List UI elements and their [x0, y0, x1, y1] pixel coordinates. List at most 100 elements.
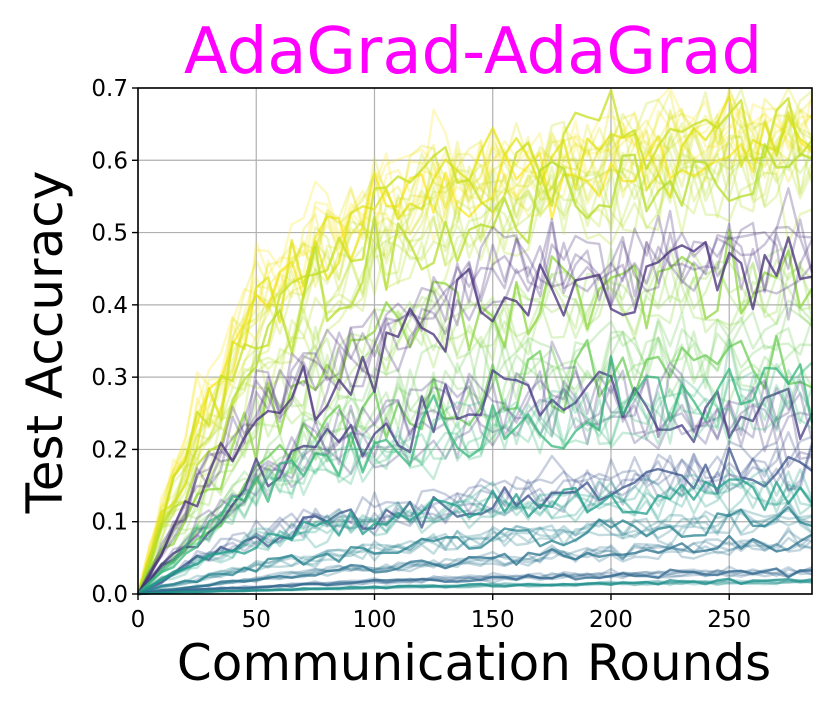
series-line: [136, 89, 813, 595]
series-line: [137, 478, 813, 596]
series-line: [137, 480, 813, 596]
series-line: [137, 299, 813, 595]
series-line: [137, 578, 813, 596]
series-line: [137, 467, 813, 595]
series-line: [137, 444, 814, 596]
series-line: [137, 567, 813, 596]
x-axis-ticks: 0 50 100 150 200 250: [131, 594, 751, 633]
series-line: [137, 480, 814, 595]
series-line: [137, 355, 814, 595]
series-line: [137, 372, 813, 595]
series-line: [137, 319, 813, 595]
series-line: [136, 108, 813, 595]
x-axis-label: Communication Rounds: [177, 634, 771, 692]
series-line: [136, 156, 814, 595]
series-line: [136, 209, 814, 595]
y-tick-label: 0.6: [91, 148, 128, 174]
y-tick-label: 0.2: [91, 437, 128, 463]
series-line: [137, 566, 813, 596]
plot-frame: [137, 87, 813, 595]
series-line: [137, 578, 813, 596]
series-line: [137, 579, 813, 596]
series-line: [137, 512, 813, 596]
series-line: [137, 361, 813, 595]
series-line: [137, 567, 813, 596]
series-line: [136, 244, 814, 595]
series-line: [137, 466, 814, 596]
series-line: [136, 236, 813, 595]
series-line: [137, 431, 813, 596]
series-line: [137, 538, 813, 596]
x-tick-label: 100: [353, 607, 397, 633]
series-line: [137, 369, 814, 595]
series-line: [136, 246, 814, 595]
series-line: [136, 110, 814, 595]
series-line: [136, 88, 813, 595]
series-line: [137, 385, 813, 595]
series-line: [136, 112, 813, 595]
series-line: [137, 526, 813, 596]
series-line: [137, 568, 813, 596]
series-line: [137, 435, 813, 596]
y-tick-label: 0.3: [91, 365, 128, 391]
x-tick-label: 150: [471, 607, 515, 633]
series-line: [137, 541, 813, 596]
series-line: [136, 94, 813, 595]
series-line: [137, 577, 813, 596]
series-line: [137, 481, 813, 596]
series-line: [137, 530, 813, 596]
y-tick-label: 0.4: [91, 293, 128, 319]
chart-title: AdaGrad-AdaGrad: [184, 15, 762, 89]
series-lines: [136, 86, 814, 596]
series-line: [137, 534, 813, 596]
x-tick-label: 200: [589, 607, 633, 633]
series-line: [136, 225, 814, 595]
x-tick-label: 50: [242, 607, 271, 633]
series-line: [136, 187, 813, 595]
y-tick-label: 0.5: [91, 221, 128, 247]
series-line: [137, 505, 813, 596]
series-line: [136, 131, 814, 595]
y-tick-label: 0.1: [91, 510, 128, 536]
series-line: [137, 441, 814, 596]
series-line: [136, 218, 814, 595]
series-line: [136, 111, 813, 595]
series-line: [137, 499, 813, 596]
series-line: [137, 568, 813, 596]
series-line: [137, 508, 813, 596]
series-line: [136, 142, 813, 595]
series-line: [137, 579, 813, 596]
series-line: [136, 152, 814, 595]
series-line: [137, 510, 813, 596]
series-line: [136, 86, 813, 595]
series-line: [137, 309, 814, 595]
series-line: [137, 578, 813, 596]
series-line: [136, 101, 813, 595]
series-line: [136, 113, 814, 595]
series-line: [136, 231, 813, 595]
series-line: [136, 171, 813, 595]
series-line: [136, 91, 814, 595]
series-line: [137, 533, 813, 596]
y-tick-label: 0.0: [91, 582, 128, 608]
y-axis-ticks: 0.0 0.1 0.2 0.3 0.4 0.5 0.6 0.7: [91, 76, 138, 608]
series-line: [137, 386, 814, 595]
y-axis-label: Test Accuracy: [16, 171, 74, 515]
series-line: [137, 327, 814, 595]
series-line: [136, 248, 813, 595]
series-line: [137, 441, 814, 595]
series-line: [136, 228, 814, 595]
series-line: [137, 501, 813, 596]
x-tick-label: 250: [707, 607, 751, 633]
series-line: [137, 361, 813, 595]
series-line: [136, 86, 813, 595]
x-tick-label: 0: [131, 607, 146, 633]
series-line: [137, 338, 813, 595]
y-tick-label: 0.7: [91, 76, 128, 102]
series-line: [137, 340, 814, 595]
series-line: [137, 306, 813, 595]
series-line: [136, 90, 813, 595]
series-line: [136, 103, 813, 595]
series-line: [136, 260, 813, 595]
